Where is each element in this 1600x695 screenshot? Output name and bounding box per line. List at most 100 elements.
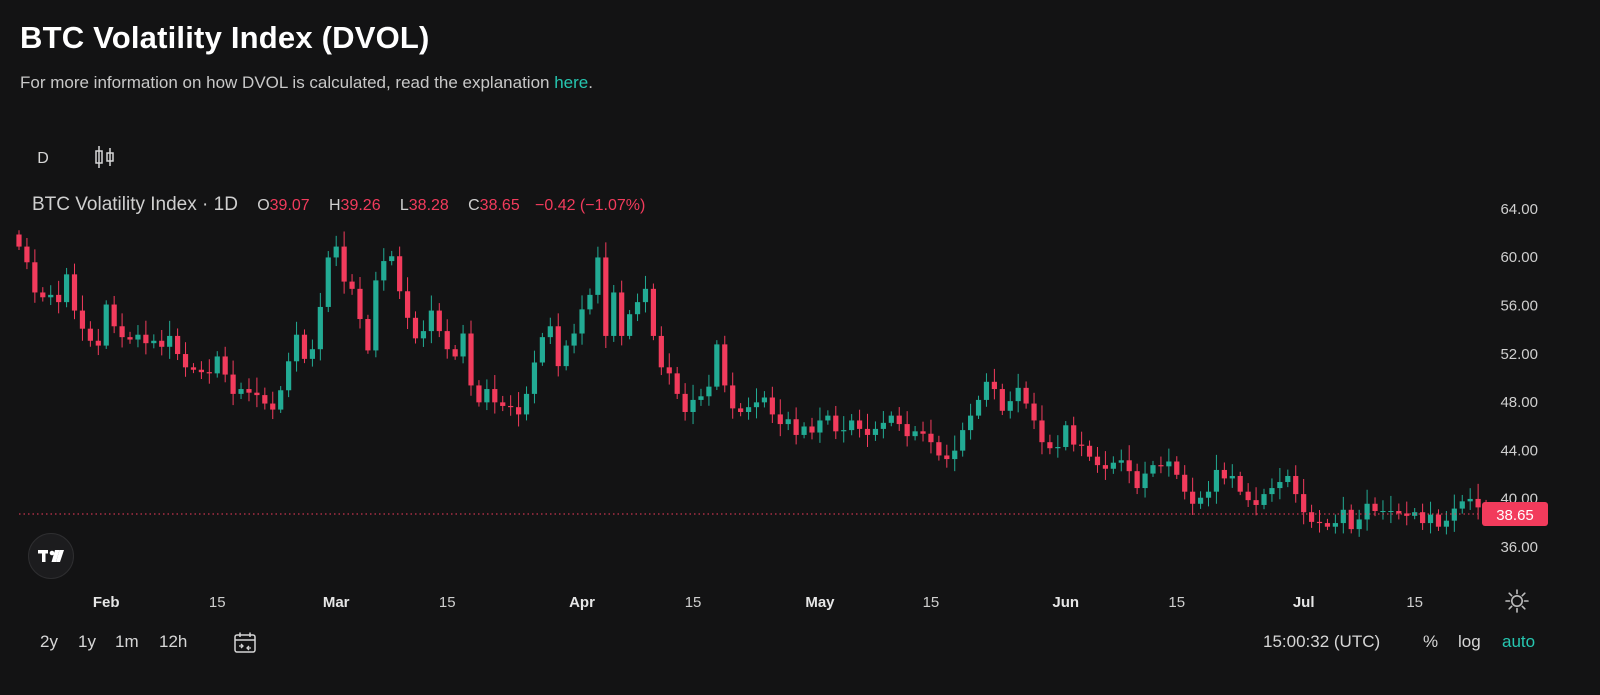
candle xyxy=(698,388,704,406)
candle xyxy=(1015,373,1021,413)
candle-body xyxy=(777,414,783,425)
candle xyxy=(341,231,347,294)
candle xyxy=(1055,435,1061,458)
candle-body xyxy=(825,415,831,421)
candle xyxy=(1213,454,1220,504)
log-scale-toggle[interactable]: log xyxy=(1458,632,1481,651)
candle xyxy=(1190,477,1196,515)
candle-body xyxy=(928,433,934,443)
candle xyxy=(452,344,458,360)
candle-body xyxy=(1047,442,1053,449)
candle-body xyxy=(1142,473,1148,489)
candle-body xyxy=(1158,465,1164,467)
candle-body xyxy=(1420,512,1426,524)
candle xyxy=(745,397,752,420)
interval-button[interactable]: D xyxy=(37,150,49,167)
candle xyxy=(349,274,355,295)
candle-body xyxy=(111,304,117,327)
range-12h-button[interactable]: 12h xyxy=(159,632,188,651)
candle-body xyxy=(983,381,990,400)
candle xyxy=(397,246,403,299)
candle-body xyxy=(325,257,331,307)
range-1m-button[interactable]: 1m xyxy=(115,632,139,651)
y-tick-label: 44.00 xyxy=(1500,442,1538,459)
candle-body xyxy=(452,349,458,357)
candle-body xyxy=(1388,511,1394,513)
candle xyxy=(357,277,363,329)
candlestick-icon[interactable] xyxy=(91,142,119,172)
candle xyxy=(761,391,768,408)
candle-body xyxy=(650,288,656,336)
candle xyxy=(1340,496,1346,534)
candle xyxy=(539,332,545,366)
explanation-link[interactable]: here xyxy=(554,73,589,92)
candle-body xyxy=(531,362,538,394)
candle xyxy=(16,230,22,250)
candle-body xyxy=(1229,475,1235,479)
candle-body xyxy=(555,326,561,367)
candle xyxy=(849,414,855,436)
page-title: BTC Volatility Index (DVOL) xyxy=(20,20,430,55)
candle xyxy=(975,395,982,419)
auto-scale-toggle[interactable]: auto xyxy=(1502,632,1536,651)
page-subtitle: For more information on how DVOL is calc… xyxy=(20,73,593,93)
candle-body xyxy=(500,402,506,406)
legend-close-label: C xyxy=(468,197,480,214)
candle-body xyxy=(127,337,133,340)
legend-high-value: 39.26 xyxy=(340,197,381,214)
candle-body xyxy=(1150,465,1156,474)
candle xyxy=(1293,465,1299,503)
candle-body xyxy=(1269,488,1275,495)
candle-body xyxy=(1118,460,1124,463)
candle xyxy=(627,309,633,340)
candle-body xyxy=(484,389,490,403)
candle xyxy=(484,379,490,411)
legend-low-label: L xyxy=(399,197,409,214)
candle xyxy=(500,395,506,412)
candle-body xyxy=(87,328,93,341)
candle xyxy=(1237,471,1243,496)
candle xyxy=(801,422,807,439)
candle xyxy=(1364,489,1370,531)
candle xyxy=(278,386,284,413)
percent-scale-toggle[interactable]: % xyxy=(1423,632,1439,651)
calendar-icon[interactable] xyxy=(232,630,258,656)
candle-body xyxy=(508,405,514,408)
candle xyxy=(40,287,46,302)
candle-body xyxy=(71,274,78,311)
candle-body xyxy=(460,333,466,357)
candle-body xyxy=(143,334,149,344)
candle-body xyxy=(1174,461,1180,475)
candle xyxy=(555,313,561,377)
candle xyxy=(111,295,117,334)
candle-body xyxy=(1435,514,1442,527)
candle xyxy=(404,277,411,330)
candle xyxy=(246,378,252,402)
candle-body xyxy=(896,415,902,425)
candle-body xyxy=(1316,521,1323,524)
candle xyxy=(254,377,260,408)
utc-clock[interactable]: 15:00:32 (UTC) xyxy=(1263,632,1381,651)
candle-body xyxy=(571,333,577,346)
candle-body xyxy=(40,292,46,298)
candle-body xyxy=(1467,498,1473,502)
candle-body xyxy=(833,415,839,432)
range-2y-button[interactable]: 2y xyxy=(40,632,58,651)
candle-body xyxy=(968,415,974,431)
candle xyxy=(658,326,664,376)
candle-body xyxy=(389,256,395,262)
candle-body xyxy=(1443,520,1449,527)
candle xyxy=(151,334,157,349)
settings-gear-icon[interactable] xyxy=(1503,587,1531,615)
candle-body xyxy=(1213,469,1220,492)
candle-body xyxy=(960,430,966,451)
candle-body xyxy=(135,334,141,340)
tradingview-logo[interactable] xyxy=(28,533,74,579)
candle-body xyxy=(944,455,950,460)
range-1y-button[interactable]: 1y xyxy=(78,632,96,651)
candle-body xyxy=(1182,474,1188,492)
candle-body xyxy=(1348,509,1354,530)
candle-body xyxy=(1086,445,1093,457)
